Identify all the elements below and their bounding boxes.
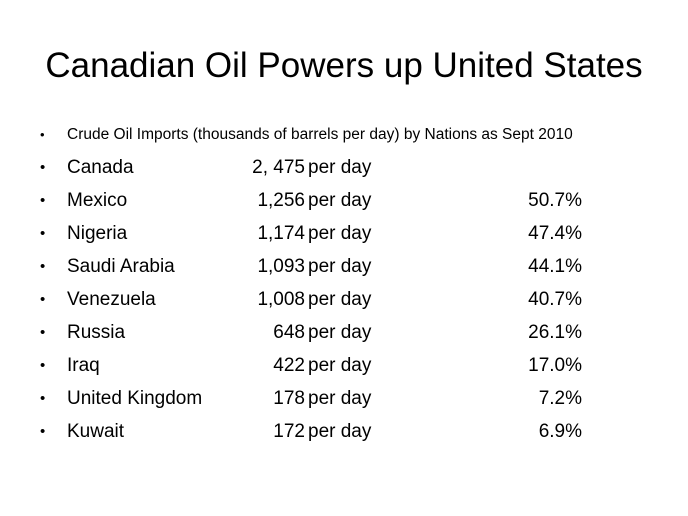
- percent-value: 40.7%: [528, 289, 582, 310]
- country-name: Kuwait: [67, 421, 125, 442]
- percent-value: 47.4%: [528, 223, 582, 244]
- import-amount: 1,174: [257, 223, 305, 244]
- bullet-icon: •: [40, 127, 45, 142]
- unit-label: per day: [308, 256, 372, 277]
- unit-label: per day: [308, 223, 372, 244]
- list-item: • Nigeria 1,174 per day 47.4%: [40, 217, 660, 250]
- bullet-icon: •: [40, 390, 46, 407]
- list-item: • United Kingdom 178 per day 7.2%: [40, 382, 660, 415]
- list-item: • Mexico 1,256 per day 50.7%: [40, 184, 660, 217]
- unit-label: per day: [308, 157, 372, 178]
- import-amount: 2, 475: [252, 157, 305, 178]
- subtitle-text: Crude Oil Imports (thousands of barrels …: [67, 126, 573, 143]
- bullet-icon: •: [40, 291, 46, 308]
- country-name: Canada: [67, 157, 134, 178]
- import-amount: 1,093: [257, 256, 305, 277]
- list-item: • Iraq 422 per day 17.0%: [40, 349, 660, 382]
- import-amount: 178: [273, 388, 305, 409]
- country-name: Venezuela: [67, 289, 156, 310]
- percent-value: 6.9%: [538, 421, 582, 442]
- unit-label: per day: [308, 421, 372, 442]
- import-amount: 172: [273, 421, 305, 442]
- bullet-icon: •: [40, 225, 46, 242]
- percent-value: 26.1%: [528, 322, 582, 343]
- import-amount: 422: [273, 355, 305, 376]
- country-name: United Kingdom: [67, 388, 203, 409]
- import-amount: 1,256: [257, 190, 305, 211]
- bullet-icon: •: [40, 357, 46, 374]
- bullet-icon: •: [40, 159, 46, 176]
- bullet-icon: •: [40, 258, 46, 275]
- unit-label: per day: [308, 289, 372, 310]
- unit-label: per day: [308, 388, 372, 409]
- slide-title: Canadian Oil Powers up United States: [45, 46, 643, 85]
- country-name: Saudi Arabia: [67, 256, 175, 277]
- percent-value: 44.1%: [528, 256, 582, 277]
- list-item: • Canada 2, 475 per day: [40, 151, 660, 184]
- country-name: Nigeria: [67, 223, 128, 244]
- bullet-icon: •: [40, 324, 46, 341]
- bullet-icon: •: [40, 192, 46, 209]
- unit-label: per day: [308, 355, 372, 376]
- country-name: Mexico: [67, 190, 128, 211]
- list-item: • Russia 648 per day 26.1%: [40, 316, 660, 349]
- percent-value: 17.0%: [528, 355, 582, 376]
- import-amount: 1,008: [257, 289, 305, 310]
- list-item: • Venezuela 1,008 per day 40.7%: [40, 283, 660, 316]
- import-amount: 648: [273, 322, 305, 343]
- unit-label: per day: [308, 322, 372, 343]
- percent-value: 50.7%: [528, 190, 582, 211]
- bullet-icon: •: [40, 423, 46, 440]
- country-name: Russia: [67, 322, 126, 343]
- country-name: Iraq: [67, 355, 100, 376]
- percent-value: 7.2%: [538, 388, 582, 409]
- list-item: • Kuwait 172 per day 6.9%: [40, 415, 660, 448]
- unit-label: per day: [308, 190, 372, 211]
- list-item: • Saudi Arabia 1,093 per day 44.1%: [40, 250, 660, 283]
